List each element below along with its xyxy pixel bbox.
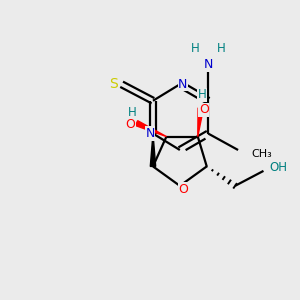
Text: H: H [191,42,200,55]
Text: N: N [145,127,155,140]
Text: O: O [199,103,209,116]
Text: N: N [203,58,213,71]
Polygon shape [136,121,166,136]
Polygon shape [150,134,156,166]
Text: CH₃: CH₃ [251,149,272,160]
Text: O: O [178,183,188,196]
Text: N: N [178,78,188,91]
Text: H: H [216,42,225,55]
Text: H: H [128,106,136,119]
Text: H: H [198,88,207,101]
Text: O: O [125,118,135,131]
Text: S: S [109,77,118,91]
Polygon shape [198,108,203,136]
Text: OH: OH [269,161,287,174]
